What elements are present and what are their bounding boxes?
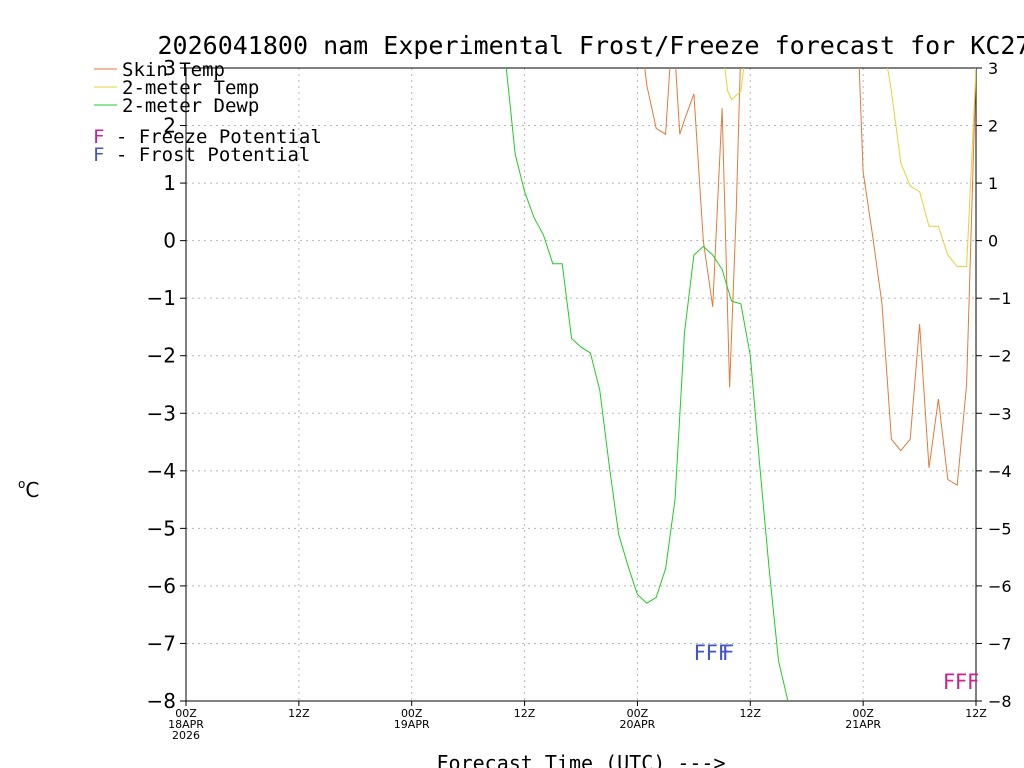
x-tick-label: 00Z <box>175 707 197 720</box>
y-tick-label-left: −2 <box>147 344 176 368</box>
y-axis: −8 −8 −7 −7 −6 −6 −5 −5 −4 −4 −3 −3 −2 −2 −1 −1 0 0 1 1 2 2 3 3 <box>147 56 1012 713</box>
chart-title: 2026041800 nam Experimental Frost/Freeze… <box>158 31 1024 60</box>
x-tick-label: 00Z <box>852 707 874 720</box>
x-tick-label: 00Z <box>627 707 649 720</box>
series-line-2-meter-dewp <box>505 68 789 701</box>
y-tick-label-right: −4 <box>988 462 1012 481</box>
frost-marker: F <box>722 641 734 665</box>
series-line-skin-temp <box>644 68 976 487</box>
y-tick-label-left: −3 <box>147 401 176 425</box>
y-tick-label-right: −8 <box>988 692 1012 711</box>
y-tick-label-left: −6 <box>147 574 176 598</box>
x-tick-label: 20APR <box>620 718 656 731</box>
x-tick-label: 12Z <box>740 707 762 720</box>
x-tick-label: 12Z <box>514 707 536 720</box>
y-axis-label: oC <box>18 477 39 502</box>
y-tick-label-right: −1 <box>988 289 1012 308</box>
y-axis-label-unit: C <box>25 478 39 502</box>
x-tick-label: 00Z <box>401 707 423 720</box>
y-tick-label-left: 0 <box>163 229 176 253</box>
y-tick-label-right: 2 <box>988 117 998 136</box>
y-tick-label-right: −6 <box>988 577 1012 596</box>
y-tick-label-right: −7 <box>988 634 1012 653</box>
legend-label: 2-meter Temp <box>122 77 259 99</box>
legend-label: 2-meter Dewp <box>122 95 259 117</box>
plot-frame <box>185 67 977 702</box>
y-axis-label-superscript: o <box>18 477 25 491</box>
x-tick-label: 21APR <box>845 718 881 731</box>
x-tick-label: 12Z <box>965 707 987 720</box>
potential-legend-letter: F <box>93 126 104 148</box>
frost-marker: FFF <box>694 641 730 665</box>
series-lines <box>505 68 976 701</box>
x-tick-label: 19APR <box>394 718 430 731</box>
freeze-marker: FFF <box>943 670 979 694</box>
potential-legend-text: - Frost Potential <box>104 144 310 166</box>
y-tick-label-left: −7 <box>147 631 176 655</box>
y-tick-label-right: −2 <box>988 347 1012 366</box>
x-tick-label: 2026 <box>172 729 200 742</box>
x-axis-label: Forecast Time (UTC) ---> <box>437 751 726 768</box>
y-tick-label-left: −1 <box>147 286 176 310</box>
x-tick-label: 12Z <box>288 707 310 720</box>
y-tick-label-right: −5 <box>988 519 1012 538</box>
potential-legend-text: - Freeze Potential <box>104 126 321 148</box>
y-tick-label-right: 3 <box>988 59 998 78</box>
x-tick-label: 18APR <box>168 718 204 731</box>
legend-label: Skin Temp <box>122 59 225 81</box>
y-tick-label-left: 3 <box>163 56 176 80</box>
y-tick-label-right: 1 <box>988 174 998 193</box>
y-tick-label-left: 1 <box>163 171 176 195</box>
y-tick-label-right: 0 <box>988 232 998 251</box>
y-tick-label-left: −8 <box>147 689 176 713</box>
potential-legend-item: F - Frost Potential <box>93 144 310 166</box>
potential-legend-letter: F <box>93 144 104 166</box>
y-tick-label-left: −5 <box>147 516 176 540</box>
y-tick-label-left: 2 <box>163 114 176 138</box>
y-tick-label-left: −4 <box>147 459 176 483</box>
y-tick-label-right: −3 <box>988 404 1012 423</box>
series-line-2-meter-temp <box>724 68 976 267</box>
potential-legend-item: F - Freeze Potential <box>93 126 322 148</box>
